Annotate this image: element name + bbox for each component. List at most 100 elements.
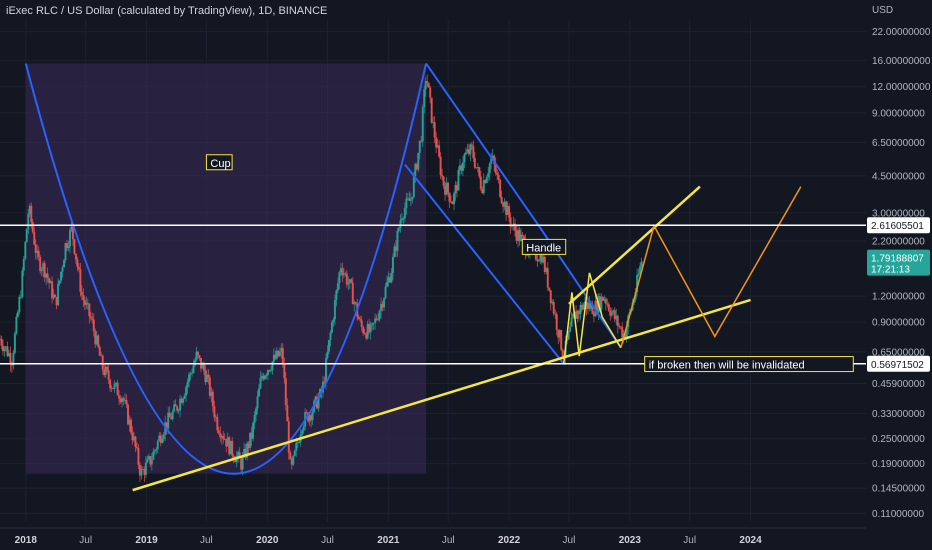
candle-body: [143, 469, 146, 475]
candle-body: [639, 266, 642, 274]
candle-body: [153, 450, 156, 452]
cup-curve-line: [24, 63, 428, 475]
candle-body: [625, 327, 628, 338]
candle-body: [36, 250, 39, 253]
candle-body: [266, 370, 269, 375]
candle-body: [65, 243, 68, 249]
x-tick-label: Jul: [683, 535, 696, 546]
candle-body: [464, 152, 467, 155]
candle-body: [191, 372, 194, 374]
candle-body: [263, 375, 266, 380]
candle-body: [259, 378, 262, 389]
candle-body: [28, 205, 31, 214]
candle-body: [326, 351, 329, 359]
candle-body: [592, 314, 595, 317]
candle-body: [186, 382, 189, 388]
candle-body: [10, 364, 13, 366]
handle-label-box: [521, 238, 567, 255]
candle-body: [283, 363, 286, 379]
candle-body: [1, 345, 4, 352]
candle-body: [272, 354, 275, 362]
candle-body: [497, 174, 500, 180]
y-tick-label: 2.20000000: [872, 236, 925, 247]
candle-body: [40, 269, 43, 272]
candle-body: [424, 81, 427, 90]
candle-body: [58, 280, 61, 285]
candle-body: [253, 415, 256, 424]
candle-body: [350, 279, 353, 283]
candle-body: [106, 366, 109, 371]
candle-body: [455, 185, 458, 191]
candle-body: [494, 164, 497, 173]
candle-body: [466, 149, 469, 153]
candle-body: [348, 279, 351, 284]
candle-body: [269, 370, 272, 372]
candle-body: [522, 236, 525, 240]
candle-body: [177, 410, 180, 412]
candle-body: [268, 370, 271, 371]
candle-body: [277, 350, 280, 356]
candle-body: [403, 208, 406, 219]
candle-body: [115, 382, 118, 384]
candle-body: [310, 415, 313, 421]
candle-body: [149, 456, 152, 465]
candle-body: [478, 167, 481, 177]
countdown-label: 17:21:13: [871, 265, 910, 276]
candle-body: [405, 198, 408, 209]
candle-body: [176, 406, 179, 411]
candle-body: [561, 349, 564, 358]
candle-body: [558, 330, 561, 338]
candle-body: [229, 440, 232, 455]
candle-body: [67, 246, 70, 249]
candle-body: [275, 350, 278, 359]
candle-body: [619, 326, 622, 328]
candle-body: [461, 162, 464, 171]
candle-body: [396, 230, 399, 251]
candle-body: [546, 268, 549, 288]
candle-body: [491, 155, 494, 159]
candle-body: [216, 416, 219, 431]
candle-body: [308, 415, 311, 422]
candle-body: [394, 246, 397, 251]
candle-body: [311, 411, 314, 421]
candle-body: [147, 456, 150, 459]
candle-body: [509, 217, 512, 227]
candle-body: [103, 369, 106, 376]
candle-body: [450, 201, 453, 203]
candle-body: [539, 252, 542, 261]
candle-body: [610, 312, 613, 316]
candle-body: [89, 316, 92, 319]
candle-body: [188, 374, 191, 383]
candle-body: [460, 165, 463, 171]
candle-body: [289, 452, 292, 460]
candle-body: [68, 230, 71, 247]
candle-body: [246, 443, 249, 458]
candle-body: [271, 361, 274, 371]
y-axis-unit: USD: [872, 5, 893, 16]
candle-body: [412, 176, 415, 197]
candle-body: [333, 299, 336, 320]
candle-body: [125, 399, 128, 405]
candle-body: [351, 282, 354, 305]
candle-body: [613, 310, 616, 320]
candle-body: [555, 314, 558, 330]
candle-body: [119, 398, 122, 403]
cup-label-group: Cup: [205, 154, 233, 171]
x-tick-label: Jul: [442, 535, 455, 546]
invalidation-label-box: [644, 356, 854, 373]
candle-body: [429, 87, 432, 98]
candle-body: [127, 404, 130, 425]
candle-body: [447, 182, 450, 193]
candle-body: [487, 173, 490, 178]
candle-body: [171, 411, 174, 420]
candle-body: [128, 419, 131, 425]
candle-body: [368, 323, 371, 333]
candle-body: [182, 398, 185, 403]
candle-body: [496, 172, 499, 175]
y-tick-label: 12.00000000: [872, 82, 931, 93]
chart-title: iExec RLC / US Dollar (calculated by Tra…: [6, 5, 328, 17]
candle-body: [316, 396, 319, 409]
candle-body: [210, 391, 213, 396]
